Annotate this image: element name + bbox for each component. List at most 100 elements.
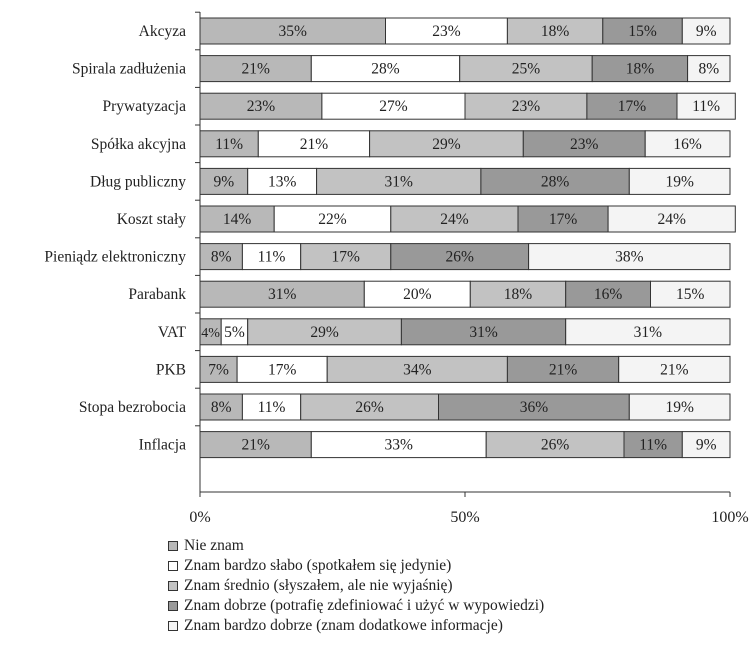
data-label: 29% <box>432 136 461 153</box>
data-label: 11% <box>215 136 243 153</box>
bar-segment <box>480 167 630 195</box>
data-label: 35% <box>279 23 308 40</box>
bar-segment <box>591 55 689 83</box>
data-label: 33% <box>385 437 414 454</box>
bar-segment <box>363 280 471 308</box>
data-label: 26% <box>355 399 384 416</box>
bar-segment <box>459 55 593 83</box>
data-label: 11% <box>639 437 667 454</box>
legend-item: Znam średnio (słyszałem, ale nie wyjaśni… <box>168 576 544 596</box>
data-label: 29% <box>310 324 339 341</box>
data-label: 21% <box>660 361 689 378</box>
data-label: 9% <box>696 437 717 454</box>
data-label: 19% <box>665 399 694 416</box>
bar-segment <box>618 355 731 383</box>
data-label: 23% <box>512 98 541 115</box>
bar-segment <box>469 280 567 308</box>
data-label: 31% <box>385 173 414 190</box>
bar-segment <box>369 130 524 158</box>
data-label: 20% <box>403 286 432 303</box>
data-label: 17% <box>268 361 297 378</box>
data-label: 16% <box>594 286 623 303</box>
bar-segment <box>220 318 249 346</box>
legend-label: Znam bardzo słabo (spotkałem się jedynie… <box>184 557 452 574</box>
data-label: 31% <box>268 286 297 303</box>
data-label: 25% <box>512 61 541 78</box>
data-label: 9% <box>696 23 717 40</box>
bar-segment <box>310 431 487 459</box>
data-label: 28% <box>541 173 570 190</box>
data-label: 9% <box>214 173 235 190</box>
data-label: 21% <box>549 361 578 378</box>
bar-segment <box>438 393 630 421</box>
data-label: 23% <box>432 23 461 40</box>
bar-segment <box>565 318 731 346</box>
category-label: Koszt stały <box>117 211 187 228</box>
data-label: 8% <box>211 399 232 416</box>
category-label: VAT <box>158 324 187 341</box>
legend-swatch <box>168 621 178 631</box>
bar-segment <box>628 393 731 421</box>
data-label: 28% <box>371 61 400 78</box>
data-label: 18% <box>504 286 533 303</box>
bar-segment <box>506 17 604 45</box>
data-label: 21% <box>241 61 270 78</box>
data-label: 14% <box>223 211 252 228</box>
legend-label: Znam dobrze (potrafię zdefiniować i użyć… <box>184 597 545 614</box>
bar-segment <box>681 431 731 459</box>
legend-item: Nie znam <box>168 536 544 556</box>
bar-segment <box>522 130 646 158</box>
data-label: 15% <box>628 23 657 40</box>
category-label: Spółka akcyjna <box>91 136 186 153</box>
bar-segment <box>565 280 652 308</box>
bar-segment <box>247 318 402 346</box>
data-label: 8% <box>211 249 232 266</box>
legend-swatch <box>168 561 178 571</box>
data-label: 11% <box>692 98 720 115</box>
data-label: 13% <box>268 173 297 190</box>
bar-segment <box>316 167 482 195</box>
bar-segment <box>607 205 736 233</box>
data-label: 7% <box>208 361 229 378</box>
bar-segment <box>300 393 440 421</box>
data-label: 31% <box>634 324 663 341</box>
category-label: PKB <box>156 361 186 378</box>
data-label: 11% <box>258 249 286 266</box>
data-label: 36% <box>520 399 549 416</box>
bar-segment <box>623 431 683 459</box>
data-label: 31% <box>469 324 498 341</box>
bar-segment <box>300 243 392 271</box>
data-label: 18% <box>626 61 655 78</box>
bar-segment <box>628 167 731 195</box>
legend-item: Znam bardzo słabo (spotkałem się jedynie… <box>168 556 544 576</box>
x-tick-label: 0% <box>189 509 210 526</box>
data-label: 26% <box>445 249 474 266</box>
data-label: 4% <box>201 326 220 341</box>
bar-segment <box>199 130 259 158</box>
bar-segment <box>400 318 567 346</box>
data-label: 18% <box>541 23 570 40</box>
data-label: 24% <box>440 211 469 228</box>
category-label: Spirala zadłużenia <box>72 61 186 78</box>
category-label: Inflacja <box>139 437 186 454</box>
category-label: Akcyza <box>139 23 186 40</box>
bar-segment <box>586 92 678 120</box>
legend-label: Znam średnio (słyszałem, ale nie wyjaśni… <box>184 577 453 594</box>
data-label: 38% <box>615 249 644 266</box>
bar-segment <box>326 355 508 383</box>
bar-segment <box>241 243 302 271</box>
bar-segment <box>687 55 731 83</box>
legend-swatch <box>168 581 178 591</box>
bar-segment <box>199 431 312 459</box>
bar-segment <box>199 280 365 308</box>
bar-segment <box>644 130 731 158</box>
x-tick-label: 100% <box>711 509 748 526</box>
category-label: Dług publiczny <box>90 173 186 190</box>
data-label: 15% <box>676 286 705 303</box>
data-label: 21% <box>241 437 270 454</box>
data-label: 11% <box>258 399 286 416</box>
data-label: 26% <box>541 437 570 454</box>
data-label: 23% <box>570 136 599 153</box>
bar-segment <box>650 280 731 308</box>
